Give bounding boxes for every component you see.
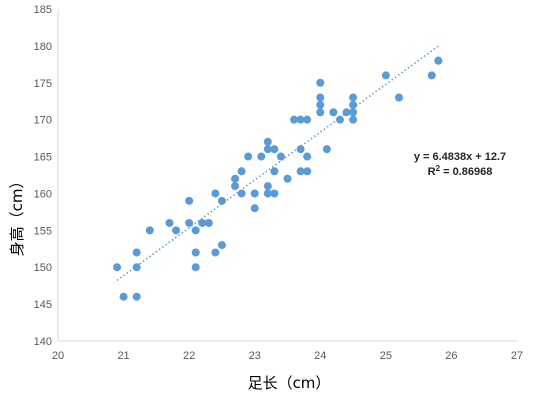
plot-area [57, 9, 517, 342]
data-point [296, 115, 305, 124]
x-tick-label: 21 [117, 350, 129, 362]
data-point [191, 226, 200, 235]
data-point [263, 182, 272, 191]
data-point [349, 100, 358, 109]
data-point [335, 115, 344, 124]
trendline-r-squared: R2 = 0.86968 [428, 164, 493, 178]
data-point [270, 167, 279, 176]
data-point [217, 196, 226, 205]
data-point [270, 189, 279, 198]
y-tick-label: 140 [34, 336, 52, 348]
data-point [231, 182, 240, 191]
data-point [263, 189, 272, 198]
x-tick-label: 27 [511, 350, 523, 362]
data-point [211, 248, 220, 257]
trendline-equation: y = 6.4838x + 12.7 [414, 151, 506, 163]
y-tick-label: 165 [34, 152, 52, 164]
y-tick-label: 170 [34, 115, 52, 127]
data-point [394, 93, 403, 102]
data-point [185, 196, 194, 205]
data-point [270, 145, 279, 154]
x-axis-title: 足长（cm） [248, 374, 331, 392]
data-point [185, 218, 194, 227]
x-tick-label: 25 [380, 350, 392, 362]
data-point [349, 115, 358, 124]
data-point [172, 226, 181, 235]
data-point [316, 100, 325, 109]
data-point [257, 152, 266, 161]
y-tick-label: 160 [34, 188, 52, 200]
data-point [145, 226, 154, 235]
x-tick-label: 22 [183, 350, 195, 362]
x-tick-label: 20 [52, 350, 64, 362]
data-point [296, 167, 305, 176]
x-tick-labels: 20 21 22 23 24 25 26 27 [52, 350, 523, 362]
data-point [217, 241, 226, 250]
data-point [349, 108, 358, 117]
y-tick-label: 175 [34, 78, 52, 90]
x-tick-label: 24 [314, 350, 326, 362]
data-point [132, 248, 141, 257]
data-point [132, 263, 141, 272]
y-tick-labels: 140 145 150 155 160 165 170 175 180 185 [34, 4, 52, 348]
data-point [237, 167, 246, 176]
data-point [434, 56, 443, 65]
data-point [211, 189, 220, 198]
data-point [250, 204, 259, 213]
data-point [290, 115, 299, 124]
data-point [263, 137, 272, 146]
data-point [349, 93, 358, 102]
data-point [113, 263, 122, 272]
y-tick-label: 150 [34, 262, 52, 274]
data-point [283, 174, 292, 183]
y-tick-label: 155 [34, 225, 52, 237]
data-point [316, 78, 325, 87]
y-tick-label: 185 [34, 4, 52, 16]
x-tick-label: 23 [249, 350, 261, 362]
data-points [113, 56, 443, 301]
data-point [263, 145, 272, 154]
data-point [250, 189, 259, 198]
x-tick-label: 26 [445, 350, 457, 362]
y-tick-label: 145 [34, 299, 52, 311]
data-point [322, 145, 331, 154]
data-point [191, 248, 200, 257]
data-point [296, 145, 305, 154]
data-point [316, 93, 325, 102]
data-point [276, 152, 285, 161]
data-point [191, 263, 200, 272]
data-point [342, 108, 351, 117]
data-point [198, 218, 207, 227]
data-point [381, 71, 390, 80]
data-point [237, 189, 246, 198]
data-point [231, 174, 240, 183]
data-point [316, 108, 325, 117]
data-point [427, 71, 436, 80]
data-point [132, 292, 141, 301]
data-point [119, 292, 128, 301]
y-axis-title: 身高（cm） [8, 174, 26, 257]
data-point [204, 218, 213, 227]
y-tick-label: 180 [34, 41, 52, 53]
data-point [303, 167, 312, 176]
data-point [303, 152, 312, 161]
data-point [329, 108, 338, 117]
data-point [165, 218, 174, 227]
data-point [303, 115, 312, 124]
data-point [244, 152, 253, 161]
trendline [116, 45, 439, 282]
